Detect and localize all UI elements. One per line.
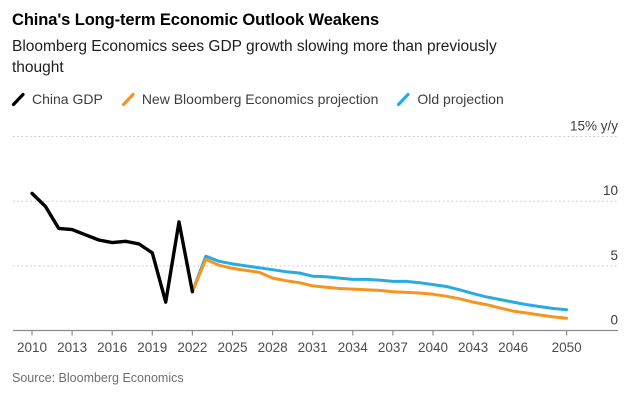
series-line-old-projection (190, 254, 569, 312)
legend-item-new-projection: New Bloomberg Economics projection (121, 91, 379, 107)
series-line-new-bloomberg-economics-projection (190, 257, 569, 320)
x-axis-label-2040: 2040 (418, 340, 448, 355)
source-note: Source: Bloomberg Economics (12, 371, 184, 385)
x-axis-label-2028: 2028 (258, 340, 288, 355)
x-axis-label-2022: 2022 (177, 340, 207, 355)
legend-item-label: Old projection (417, 91, 504, 107)
legend: China GDP New Bloomberg Economics projec… (11, 91, 504, 107)
x-axis-label-2043: 2043 (458, 340, 488, 355)
x-axis-label-2013: 2013 (57, 340, 87, 355)
x-axis-label-2034: 2034 (338, 340, 369, 355)
x-axis-label-2019: 2019 (137, 340, 167, 355)
x-axis-label-2031: 2031 (298, 340, 328, 355)
chart-title: China's Long-term Economic Outlook Weake… (12, 11, 380, 29)
x-axis-label-2037: 2037 (378, 340, 408, 355)
series-line-china-gdp (30, 191, 195, 304)
legend-item-label: China GDP (32, 91, 103, 107)
legend-item-old-projection: Old projection (396, 91, 504, 107)
x-axis-label-2046: 2046 (498, 340, 528, 355)
y-axis-label-10: 10 (603, 183, 618, 198)
blue-line-swatch-icon (397, 92, 410, 106)
x-axis-label-2050: 2050 (552, 340, 582, 355)
legend-item-label: New Bloomberg Economics projection (141, 91, 379, 107)
y-axis-label-5: 5 (610, 248, 618, 263)
chart-subtitle: Bloomberg Economics sees GDP growth slow… (12, 38, 497, 76)
x-axis-label-2010: 2010 (17, 340, 47, 355)
x-axis-label-2025: 2025 (217, 340, 247, 355)
y-axis-label-0: 0 (610, 313, 618, 328)
orange-line-swatch-icon (121, 92, 135, 106)
black-line-swatch-icon (11, 92, 25, 106)
legend-item-china-gdp: China GDP (11, 91, 103, 107)
y-axis-label-15: 15% y/y (570, 119, 618, 134)
x-axis-label-2016: 2016 (97, 340, 127, 355)
